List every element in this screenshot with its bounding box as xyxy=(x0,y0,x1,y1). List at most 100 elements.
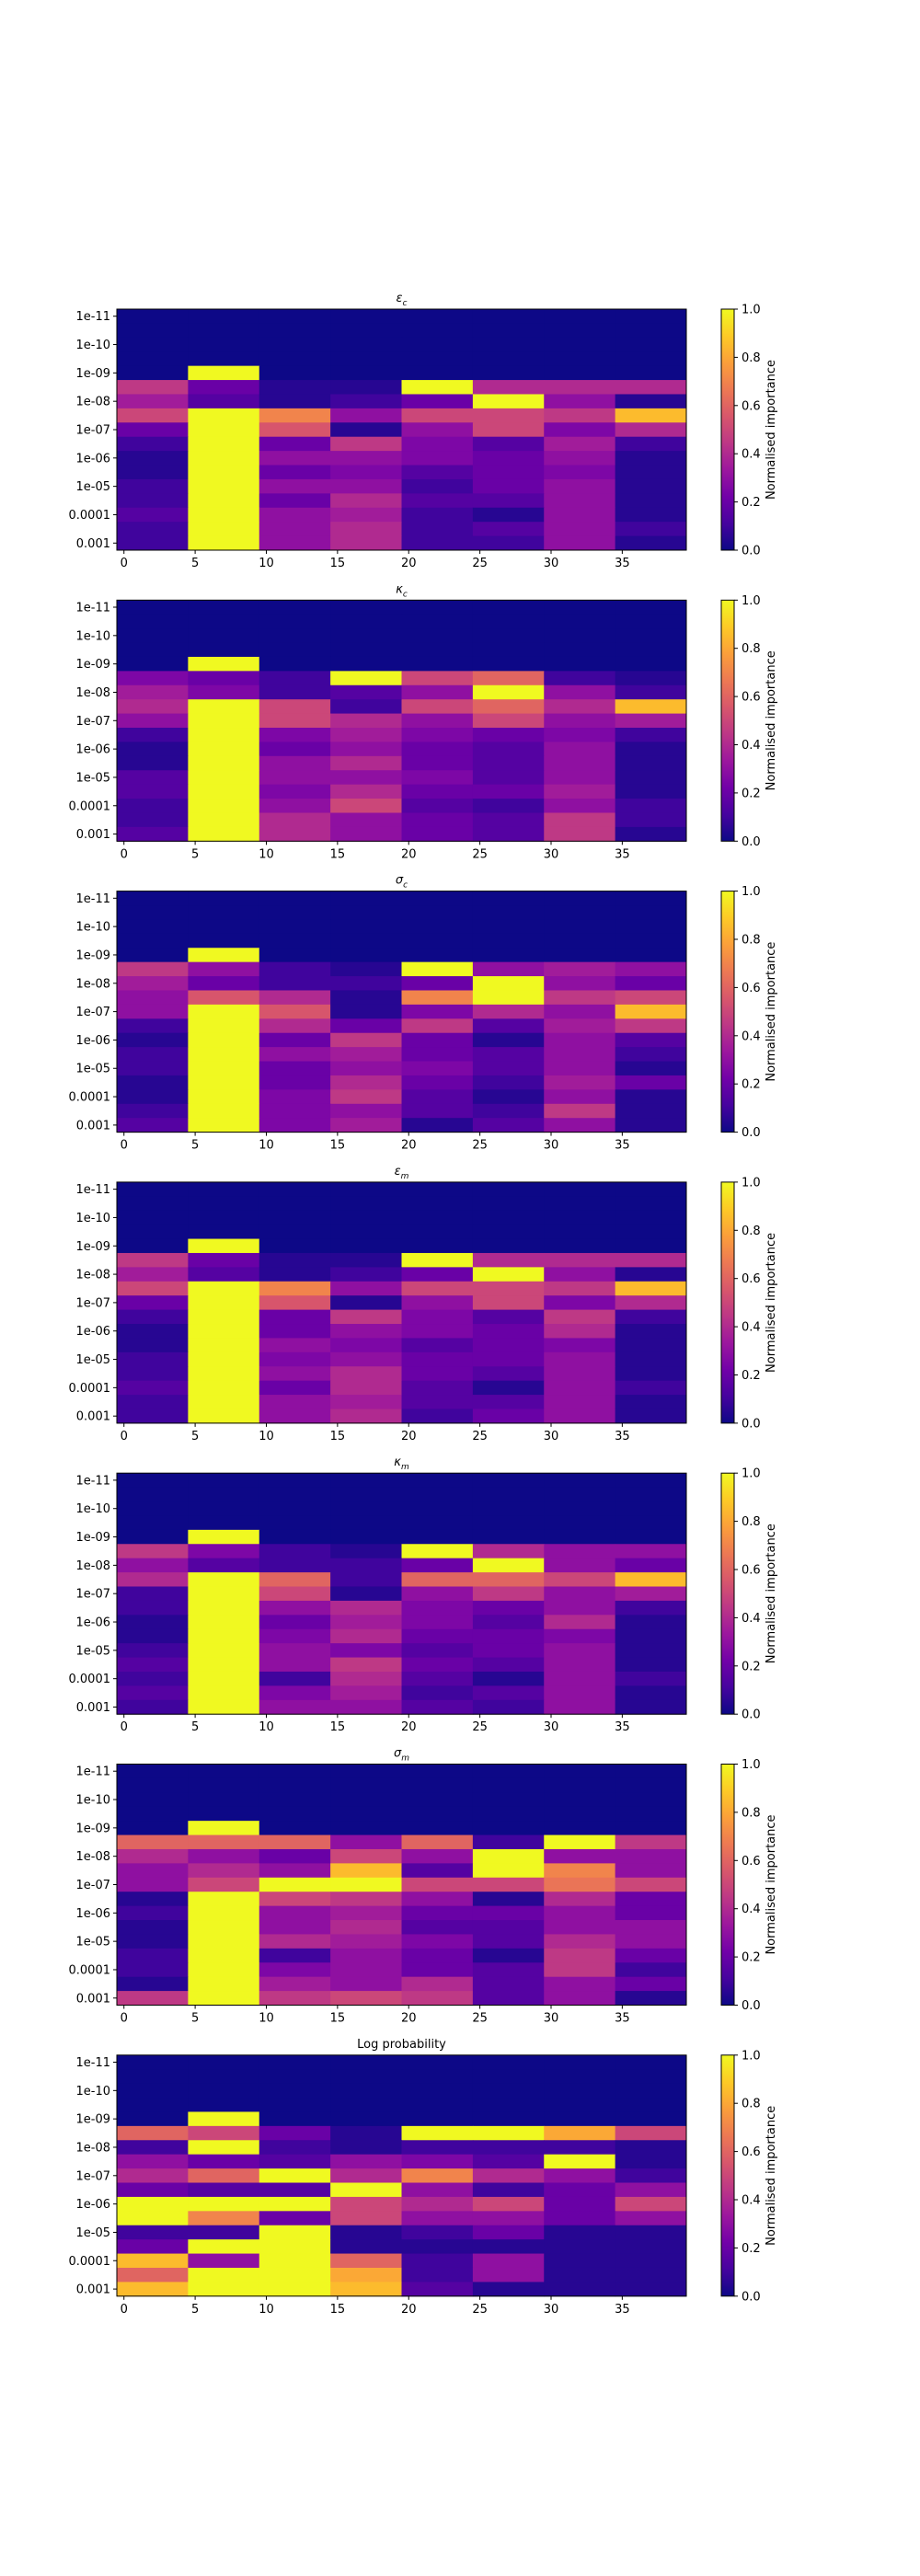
heatmap-cell xyxy=(330,2154,403,2169)
heatmap-cell xyxy=(615,351,687,367)
heatmap-cell xyxy=(188,1047,260,1063)
heatmap-cell xyxy=(117,493,189,509)
heatmap-cell xyxy=(259,309,331,324)
heatmap-cell xyxy=(330,1792,403,1808)
heatmap-cell xyxy=(615,2168,687,2183)
heatmap-cell xyxy=(117,770,189,786)
heatmap-cell xyxy=(117,1671,189,1686)
heatmap-cell xyxy=(615,600,687,615)
heatmap-cell xyxy=(117,1685,189,1701)
heatmap-cell xyxy=(472,905,545,920)
heatmap-cell xyxy=(401,1225,474,1240)
heatmap-cell xyxy=(615,1962,687,1978)
heatmap-cell xyxy=(615,891,687,906)
heatmap-cell xyxy=(401,1671,474,1686)
heatmap-cell xyxy=(615,1338,687,1353)
heatmap-cell xyxy=(330,1544,403,1559)
heatmap-cell xyxy=(117,2069,189,2085)
heatmap-cell xyxy=(401,2282,474,2297)
heatmap-cell xyxy=(544,784,616,799)
heatmap-cell xyxy=(330,1962,403,1978)
heatmap-cell xyxy=(188,2111,260,2127)
heatmap-cell xyxy=(330,671,403,686)
heatmap-cell xyxy=(188,713,260,729)
heatmap-cell xyxy=(472,2140,545,2156)
heatmap-cell xyxy=(259,1558,331,1573)
x-tick-label: 10 xyxy=(259,847,274,861)
heatmap-cell xyxy=(117,1501,189,1516)
heatmap-cell xyxy=(117,1976,189,1992)
heatmap-cell xyxy=(544,2267,616,2283)
heatmap-cell xyxy=(117,699,189,715)
colorbar xyxy=(720,1181,735,1424)
heatmap-cell xyxy=(330,919,403,935)
heatmap-cell xyxy=(544,451,616,466)
heatmap-cell xyxy=(188,1600,260,1616)
heatmap-cell xyxy=(401,1699,474,1715)
colorbar-tick-label: 0.0 xyxy=(742,1708,761,1722)
heatmap-cell xyxy=(472,2054,545,2070)
heatmap-cell xyxy=(117,2239,189,2255)
heatmap-cell xyxy=(188,522,260,537)
heatmap-cell xyxy=(544,1047,616,1063)
heatmap-cell xyxy=(472,1196,545,1212)
heatmap-cell xyxy=(544,948,616,963)
heatmap-cell xyxy=(544,891,616,906)
y-tick-label: 1e-07 xyxy=(75,1296,110,1310)
heatmap-cell xyxy=(615,713,687,729)
heatmap-cell xyxy=(188,1075,260,1090)
heatmap-cell xyxy=(615,1615,687,1630)
heatmap-cell xyxy=(259,2239,331,2255)
x-tick-label: 15 xyxy=(330,847,346,861)
heatmap-cell xyxy=(544,614,616,629)
colorbar-label: Normalised importance xyxy=(765,650,778,790)
heatmap-cell xyxy=(401,976,474,991)
heatmap-cell xyxy=(259,755,331,771)
y-tick-label: 0.001 xyxy=(76,1410,110,1424)
heatmap-cell xyxy=(401,1181,474,1197)
heatmap-cell xyxy=(544,507,616,523)
heatmap-cell xyxy=(330,2211,403,2226)
heatmap-cell xyxy=(259,1600,331,1616)
heatmap-cell xyxy=(188,380,260,395)
heatmap-cell xyxy=(544,919,616,935)
heatmap-cell xyxy=(259,1309,331,1325)
heatmap-cell xyxy=(188,337,260,352)
heatmap-cell xyxy=(117,1225,189,1240)
heatmap-cell xyxy=(259,365,331,381)
heatmap-cell xyxy=(117,728,189,742)
colorbar-tick-label: 0.6 xyxy=(742,1564,761,1578)
heatmap-cell xyxy=(330,1586,403,1602)
heatmap-cell xyxy=(259,1657,331,1673)
heatmap-cell xyxy=(615,507,687,523)
heatmap-cell xyxy=(544,961,616,977)
heatmap-cell xyxy=(259,522,331,537)
x-tick-label: 15 xyxy=(330,557,346,570)
heatmap-cell xyxy=(615,1196,687,1212)
heatmap-cell xyxy=(259,1976,331,1992)
panel-title: σm xyxy=(394,1747,409,1764)
heatmap-cell xyxy=(544,337,616,352)
colorbar xyxy=(720,599,735,842)
heatmap-cell xyxy=(117,600,189,615)
y-tick-label: 1e-10 xyxy=(75,921,110,935)
colorbar-tick-label: 0.6 xyxy=(742,1855,761,1869)
y-tick-label: 1e-05 xyxy=(75,1644,110,1658)
heatmap-cell xyxy=(472,1089,545,1105)
heatmap-cell xyxy=(117,961,189,977)
heatmap-cell xyxy=(330,600,403,615)
colorbar xyxy=(720,308,735,551)
heatmap-cell xyxy=(615,1848,687,1864)
heatmap-cell xyxy=(615,1572,687,1587)
heatmap-cell xyxy=(188,2225,260,2240)
heatmap-cell xyxy=(615,1210,687,1225)
heatmap-cell xyxy=(615,1586,687,1602)
heatmap-cell xyxy=(117,1281,189,1296)
y-tick-label: 1e-05 xyxy=(75,1936,110,1949)
heatmap-cell xyxy=(544,323,616,339)
heatmap-cell xyxy=(472,1295,545,1311)
heatmap-cell xyxy=(330,1409,403,1424)
heatmap-cell xyxy=(401,1338,474,1353)
heatmap-cell xyxy=(401,742,474,757)
heatmap-cell xyxy=(544,1225,616,1240)
